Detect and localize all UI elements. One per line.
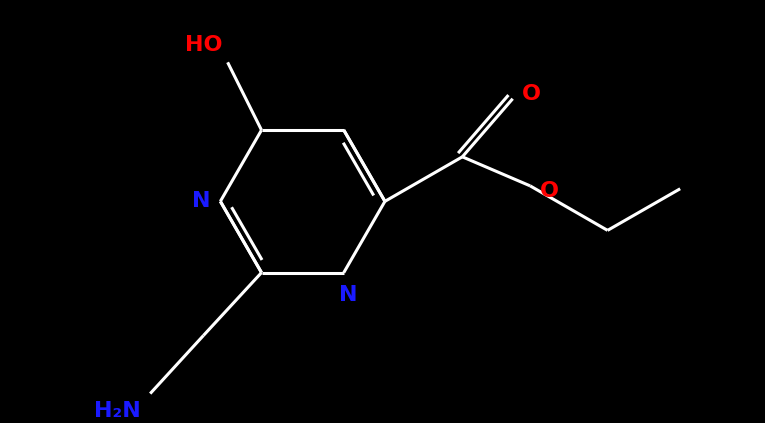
Text: O: O — [540, 181, 558, 201]
Text: H₂N: H₂N — [94, 401, 141, 421]
Text: N: N — [192, 191, 210, 212]
Text: N: N — [340, 285, 358, 305]
Text: O: O — [522, 84, 542, 104]
Text: HO: HO — [185, 35, 223, 55]
